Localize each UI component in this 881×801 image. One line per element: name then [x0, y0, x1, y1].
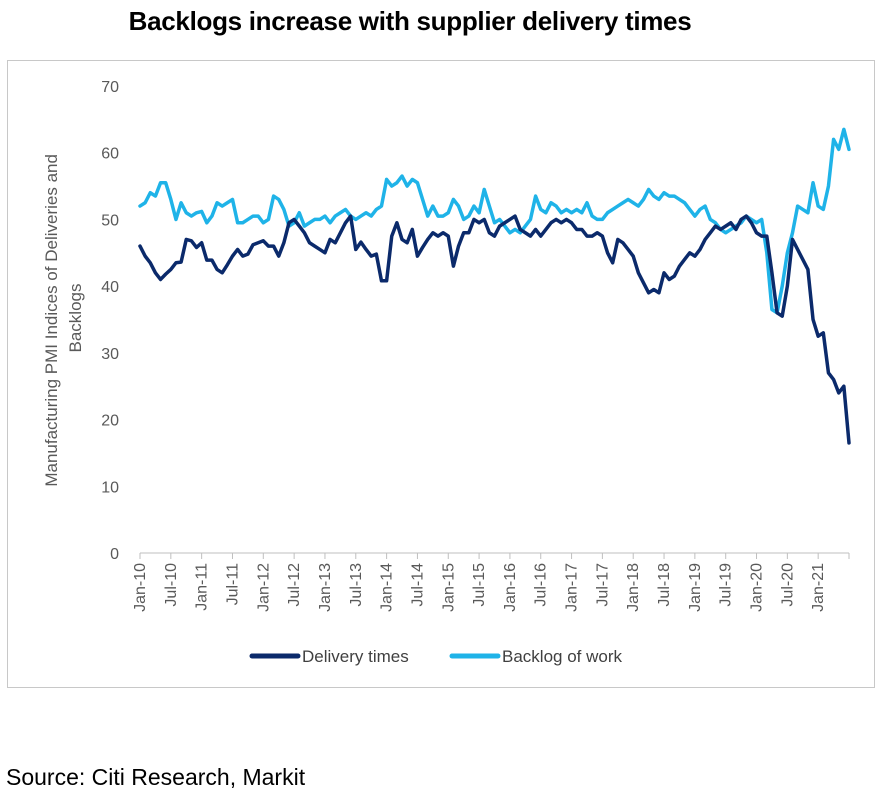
y-tick-label: 60: [101, 146, 119, 163]
y-axis-label-line-1: Manufacturing PMI Indices of Deliveries …: [42, 154, 61, 487]
x-tick-label: Jul-16: [533, 563, 550, 607]
x-tick-label: Jul-14: [409, 563, 426, 607]
x-tick-label: Jan-14: [379, 563, 396, 612]
line-chart: 0 10 20 30 40 50 60 70 Jan-10 Jul-10 Jan-11 Jul-11…: [42, 79, 851, 666]
y-tick-label: 10: [101, 479, 119, 496]
x-axis: Jan-10 Jul-10 Jan-11 Jul-11 Jan-12 Jul-12 Jan-…: [132, 552, 850, 612]
legend-label: Delivery times: [302, 647, 409, 666]
x-tick-label: Jan-21: [810, 563, 827, 612]
x-tick-label: Jan-18: [625, 563, 642, 612]
x-tick-label: Jul-19: [718, 563, 735, 607]
source-note: Source: Citi Research, Markit: [6, 764, 306, 790]
x-tick-label: Jul-12: [286, 563, 303, 607]
x-tick-label: Jan-13: [317, 563, 334, 612]
x-tick-label: Jul-10: [163, 563, 180, 607]
y-tick-label: 30: [101, 346, 119, 363]
x-tick-label: Jan-11: [194, 563, 211, 611]
chart-frame: [7, 60, 875, 688]
x-tick-label: Jan-10: [132, 563, 149, 612]
x-tick-label: Jul-20: [779, 563, 796, 607]
y-axis-label: Manufacturing PMI Indices of Deliveries …: [42, 149, 85, 486]
x-tick-label: Jan-17: [564, 563, 581, 612]
x-tick-label: Jan-19: [687, 563, 704, 612]
y-axis-label-line-2: Backlogs: [66, 284, 85, 353]
x-tick-label: Jul-13: [348, 563, 365, 607]
x-tick-label: Jul-17: [594, 563, 611, 607]
series-line-backlog-of-work: [138, 127, 851, 315]
x-tick-label: Jul-11: [224, 563, 241, 605]
x-tick-label: Jan-16: [502, 563, 519, 612]
y-tick-label: 70: [101, 79, 119, 96]
y-tick-label: 50: [101, 212, 119, 229]
y-tick-label: 40: [101, 279, 119, 296]
x-tick-label: Jan-15: [440, 563, 457, 612]
y-tick-label: 0: [110, 546, 119, 563]
legend-label: Backlog of work: [502, 647, 622, 666]
y-axis-ticks: 0 10 20 30 40 50 60 70: [101, 79, 119, 563]
x-tick-label: Jan-20: [749, 563, 766, 612]
x-tick-label: Jul-15: [471, 563, 488, 607]
series-line-delivery-times: [138, 214, 851, 445]
x-tick-label: Jul-18: [656, 563, 673, 607]
y-tick-label: 20: [101, 413, 119, 430]
x-tick-label: Jan-12: [255, 563, 272, 612]
legend: Delivery times Backlog of work: [249, 647, 622, 666]
chart-title: Backlogs increase with supplier delivery…: [128, 6, 692, 36]
series-lines: [138, 127, 851, 445]
